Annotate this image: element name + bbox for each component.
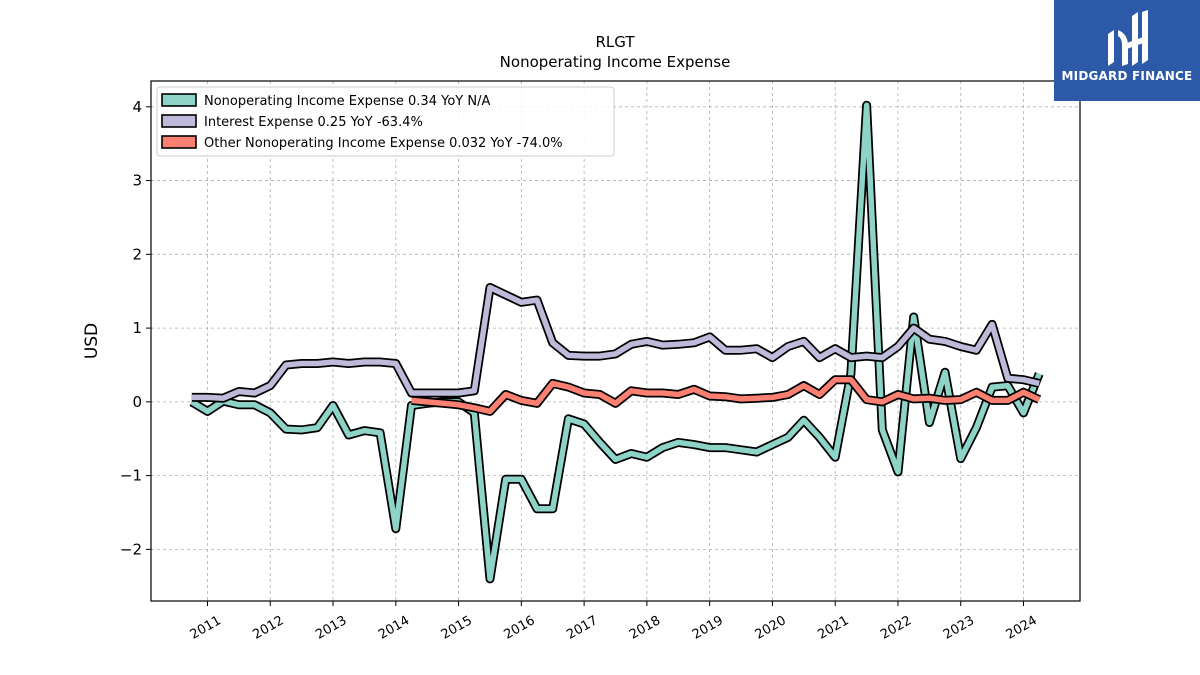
x-tick-label: 2011 — [188, 613, 224, 643]
x-tick-label: 2012 — [250, 613, 286, 643]
x-tick-label: 2015 — [439, 613, 475, 643]
chart-title: Nonoperating Income Expense — [500, 53, 731, 71]
plot-frame — [150, 80, 1081, 602]
series-1 — [191, 283, 1041, 403]
x-tick-label: 2022 — [878, 613, 914, 643]
legend-label-nonoperating: Nonoperating Income Expense 0.34 YoY N/A — [204, 94, 490, 109]
x-tick-label: 2020 — [753, 613, 789, 643]
legend-label-interest: Interest Expense 0.25 YoY -63.4% — [204, 115, 423, 130]
grid — [151, 81, 1080, 601]
x-axis-ticks: 2011 2012 2013 2014 2015 2016 2017 2018 2019 2020… — [188, 601, 1040, 643]
y-tick-label: 3 — [132, 172, 142, 190]
y-tick-label: 1 — [132, 319, 142, 337]
series-2 — [411, 375, 1042, 416]
chart-ticker: RLGT — [595, 33, 635, 51]
legend-swatch-interest — [161, 114, 197, 128]
series-line — [190, 102, 1042, 582]
legend-swatch-nonoperating — [161, 93, 197, 107]
legend-label-other: Other Nonoperating Income Expense 0.032 … — [204, 136, 563, 151]
series-layer — [189, 100, 1044, 584]
brand-logo-text: MIDGARD FINANCE — [1061, 69, 1193, 83]
y-tick-label: −2 — [120, 540, 142, 558]
y-axis-label: USD — [82, 323, 102, 359]
legend-frame — [156, 86, 615, 157]
brand-logo-mark — [1054, 0, 1200, 101]
x-tick-label: 2017 — [564, 613, 600, 643]
x-tick-label: 2014 — [376, 613, 412, 643]
logo-emblem-icon — [1108, 10, 1148, 66]
y-tick-label: 2 — [132, 245, 142, 263]
series-line — [191, 284, 1040, 401]
legend: Nonoperating Income Expense 0.34 YoY N/A… — [156, 86, 615, 157]
x-tick-label: 2013 — [313, 613, 349, 643]
series-line — [411, 376, 1041, 415]
series-0 — [189, 100, 1044, 584]
brand-logo: MIDGARD FINANCE — [1054, 0, 1200, 101]
legend-swatch-other — [161, 135, 197, 149]
x-tick-label: 2019 — [690, 613, 726, 643]
y-tick-label: 0 — [132, 393, 142, 411]
y-axis-ticks: −2 −1 0 1 2 3 4 — [120, 98, 151, 558]
y-tick-label: −1 — [120, 467, 142, 485]
x-tick-label: 2018 — [627, 613, 663, 643]
x-tick-label: 2024 — [1004, 613, 1040, 643]
x-tick-label: 2016 — [502, 613, 538, 643]
x-tick-label: 2023 — [941, 613, 977, 643]
x-tick-label: 2021 — [815, 613, 851, 643]
y-tick-label: 4 — [132, 98, 142, 116]
